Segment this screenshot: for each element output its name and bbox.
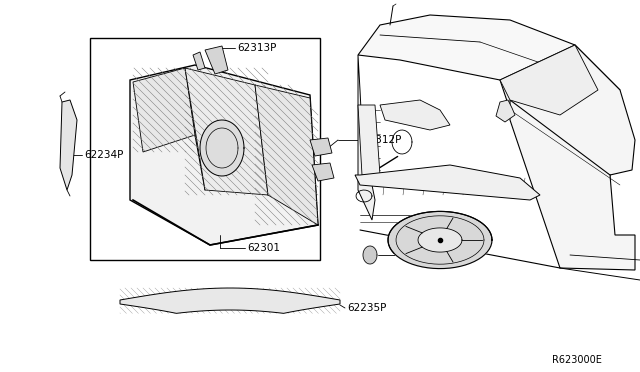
Polygon shape (205, 46, 228, 74)
Polygon shape (185, 68, 268, 195)
Polygon shape (355, 165, 540, 200)
Polygon shape (510, 100, 635, 270)
Text: 62234P: 62234P (84, 150, 124, 160)
Text: 62313P: 62313P (237, 43, 276, 53)
Polygon shape (255, 85, 318, 225)
Polygon shape (388, 211, 492, 269)
Polygon shape (130, 65, 318, 245)
Polygon shape (500, 45, 598, 115)
Text: 62312P: 62312P (362, 135, 401, 145)
Polygon shape (358, 55, 375, 220)
Polygon shape (120, 288, 340, 313)
Polygon shape (200, 120, 244, 176)
Polygon shape (363, 246, 377, 264)
Text: N: N (218, 141, 227, 154)
Text: 62301E: 62301E (397, 250, 436, 260)
Polygon shape (310, 138, 332, 156)
Polygon shape (500, 45, 635, 175)
Polygon shape (193, 52, 205, 70)
Polygon shape (418, 228, 462, 252)
Bar (90, 38, 320, 260)
Polygon shape (358, 15, 620, 100)
Polygon shape (312, 163, 334, 181)
Polygon shape (380, 100, 450, 130)
Polygon shape (133, 68, 195, 152)
Text: 62301: 62301 (247, 243, 280, 253)
Polygon shape (60, 100, 77, 190)
Polygon shape (496, 100, 515, 122)
Polygon shape (358, 105, 380, 175)
Text: R623000E: R623000E (552, 355, 602, 365)
Text: N: N (367, 252, 372, 258)
Text: 62235P: 62235P (347, 303, 387, 313)
